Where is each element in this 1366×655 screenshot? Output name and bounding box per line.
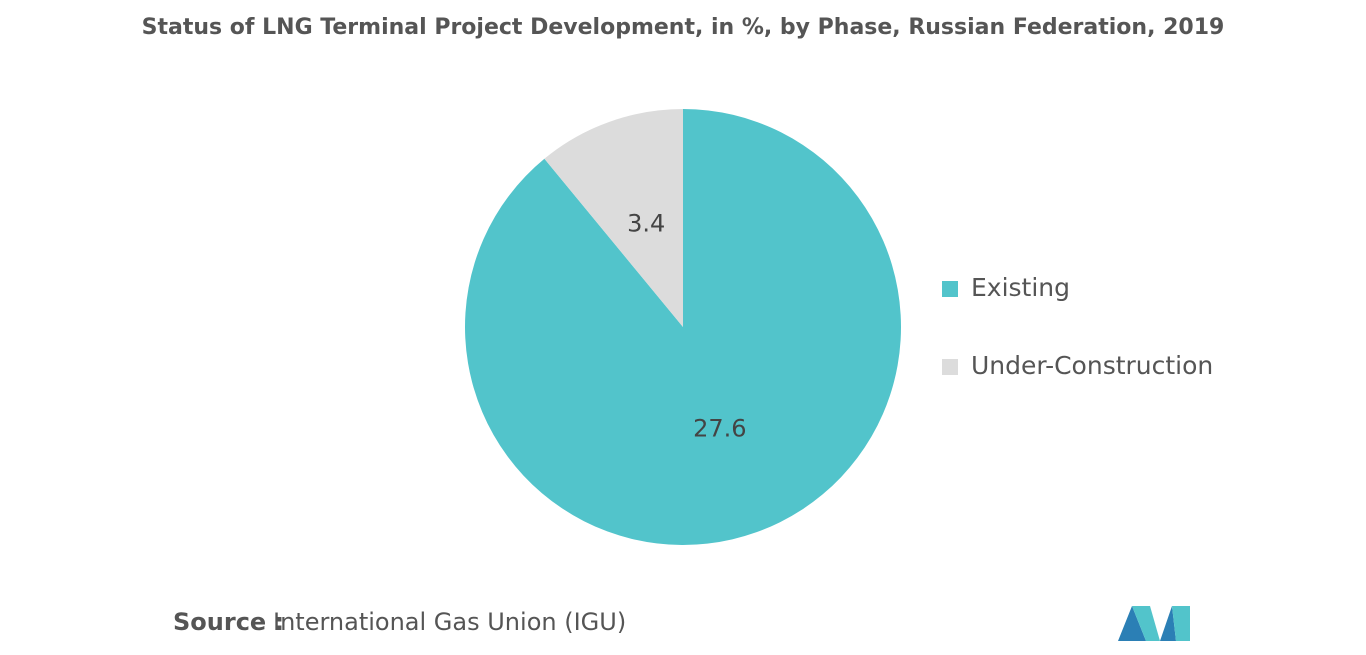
pie-slice: [544, 109, 683, 327]
legend-label: Existing: [971, 273, 1070, 302]
data-label: 3.4: [627, 209, 665, 237]
chart-title: Status of LNG Terminal Project Developme…: [142, 15, 1225, 40]
source-label: Source :: [173, 608, 284, 636]
pie-slice: [465, 109, 902, 546]
legend-swatch: [942, 359, 958, 375]
source-text: International Gas Union (IGU): [273, 608, 626, 636]
logo: [1118, 606, 1190, 641]
data-label: 27.6: [693, 415, 746, 443]
legend-swatch: [942, 281, 958, 297]
legend-label: Under-Construction: [971, 351, 1213, 380]
